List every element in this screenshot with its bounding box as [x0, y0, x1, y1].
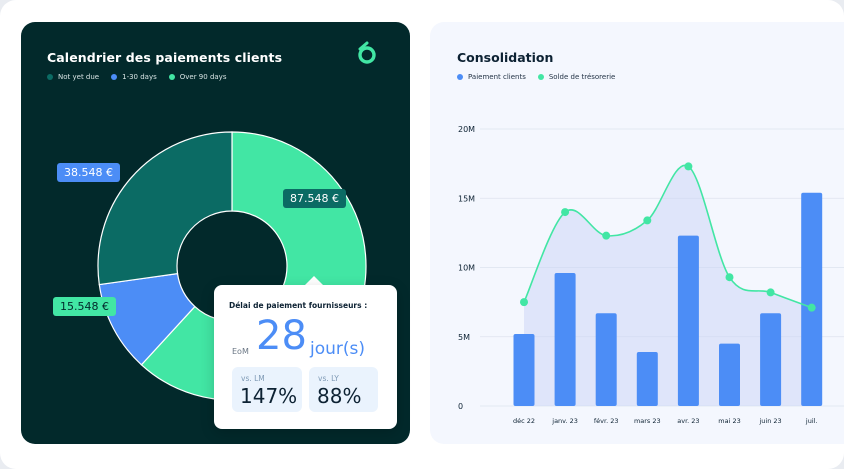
stat-label: vs. LY — [318, 374, 339, 383]
slice-value-over-90-days: 87.548 € — [283, 189, 346, 208]
legend-dot — [111, 74, 118, 80]
legend-item-1-30-days[interactable]: 1-30 days — [111, 73, 157, 81]
legend-label: Over 90 days — [179, 73, 227, 81]
consolidation-card: Consolidation Paiement clients Solde de … — [430, 22, 844, 444]
legend-item-over-90-days[interactable]: Over 90 days — [168, 73, 227, 81]
point-solde-tresorerie-3[interactable] — [643, 216, 652, 225]
x-tick-label: mai 23 — [718, 417, 740, 425]
legend-item-not-yet-due[interactable]: Not yet due — [47, 73, 99, 81]
eom-prefix: EoM — [232, 347, 249, 356]
bar-paiement-clients-6[interactable] — [760, 313, 782, 406]
y-tick-label: 0 — [458, 402, 463, 411]
point-solde-tresorerie-6[interactable] — [766, 288, 775, 297]
stat-vs-last-month: vs. LM 147% — [232, 367, 302, 412]
brand-logo-icon — [358, 41, 376, 64]
x-tick-label: juin 23 — [758, 417, 781, 425]
y-tick-label: 20M — [458, 125, 475, 134]
bar-paiement-clients-7[interactable] — [801, 192, 823, 406]
bar-paiement-clients-3[interactable] — [636, 351, 658, 406]
popup-pointer — [304, 276, 324, 286]
legend-label: Paiement clients — [468, 73, 526, 81]
y-tick-label: 5M — [458, 333, 470, 342]
legend-dot — [457, 74, 463, 80]
bar-paiement-clients-4[interactable] — [677, 235, 699, 406]
legend-item-paiement-clients[interactable]: Paiement clients — [457, 73, 526, 81]
legend-dot — [168, 74, 175, 80]
legend-label: Solde de trésorerie — [548, 73, 616, 81]
consolidation-chart: 0 5M 10M 15M 20M déc 22 janv. 23 févr. 23 mars 2… — [458, 125, 844, 425]
supplier-payment-delay-card: Délai de paiement fournisseurs : EoM 28 … — [214, 285, 397, 429]
x-tick-label: juil. — [805, 417, 818, 425]
bar-paiement-clients-5[interactable] — [719, 343, 740, 406]
point-solde-tresorerie-4[interactable] — [684, 162, 693, 171]
slice-value-1-30-days: 15.548 € — [53, 297, 116, 316]
y-tick-label: 15M — [458, 194, 475, 203]
point-solde-tresorerie-1[interactable] — [561, 208, 570, 217]
payment-calendar-legend: Not yet due 1-30 days Over 90 days — [47, 73, 226, 81]
bar-paiement-clients-2[interactable] — [595, 313, 617, 406]
legend-label: Not yet due — [58, 73, 100, 81]
delay-value: 28 — [256, 313, 307, 359]
consolidation-title: Consolidation — [457, 50, 554, 65]
payment-calendar-title: Calendrier des paiements clients — [47, 50, 283, 65]
x-tick-label: févr. 23 — [594, 417, 619, 425]
legend-label: 1-30 days — [122, 73, 157, 81]
point-solde-tresorerie-7[interactable] — [807, 303, 816, 312]
bar-paiement-clients-0[interactable] — [513, 333, 535, 406]
legend-dot — [47, 74, 53, 80]
x-tick-label: avr. 23 — [677, 417, 699, 425]
stat-value: 88% — [317, 384, 362, 408]
slice-value-not-yet-due: 38.548 € — [57, 163, 120, 182]
delay-unit: jour(s) — [310, 339, 366, 359]
x-tick-label: janv. 23 — [551, 417, 578, 425]
point-solde-tresorerie-5[interactable] — [725, 273, 734, 282]
point-solde-tresorerie-0[interactable] — [520, 298, 528, 307]
stat-label: vs. LM — [241, 374, 265, 383]
stat-value: 147% — [240, 384, 298, 408]
legend-dot — [537, 74, 544, 80]
x-tick-label: mars 23 — [634, 417, 661, 425]
point-solde-tresorerie-2[interactable] — [602, 231, 611, 240]
stat-vs-last-year: vs. LY 88% — [309, 367, 378, 412]
donut-slice-not-yet-due[interactable] — [97, 131, 233, 286]
legend-item-solde-tresorerie[interactable]: Solde de trésorerie — [537, 73, 616, 81]
popup-title: Délai de paiement fournisseurs : — [229, 301, 368, 310]
x-tick-label: déc 22 — [513, 417, 535, 425]
bar-paiement-clients-1[interactable] — [554, 273, 576, 406]
y-tick-label: 10M — [458, 264, 475, 273]
consolidation-legend: Paiement clients Solde de trésorerie — [457, 73, 615, 81]
